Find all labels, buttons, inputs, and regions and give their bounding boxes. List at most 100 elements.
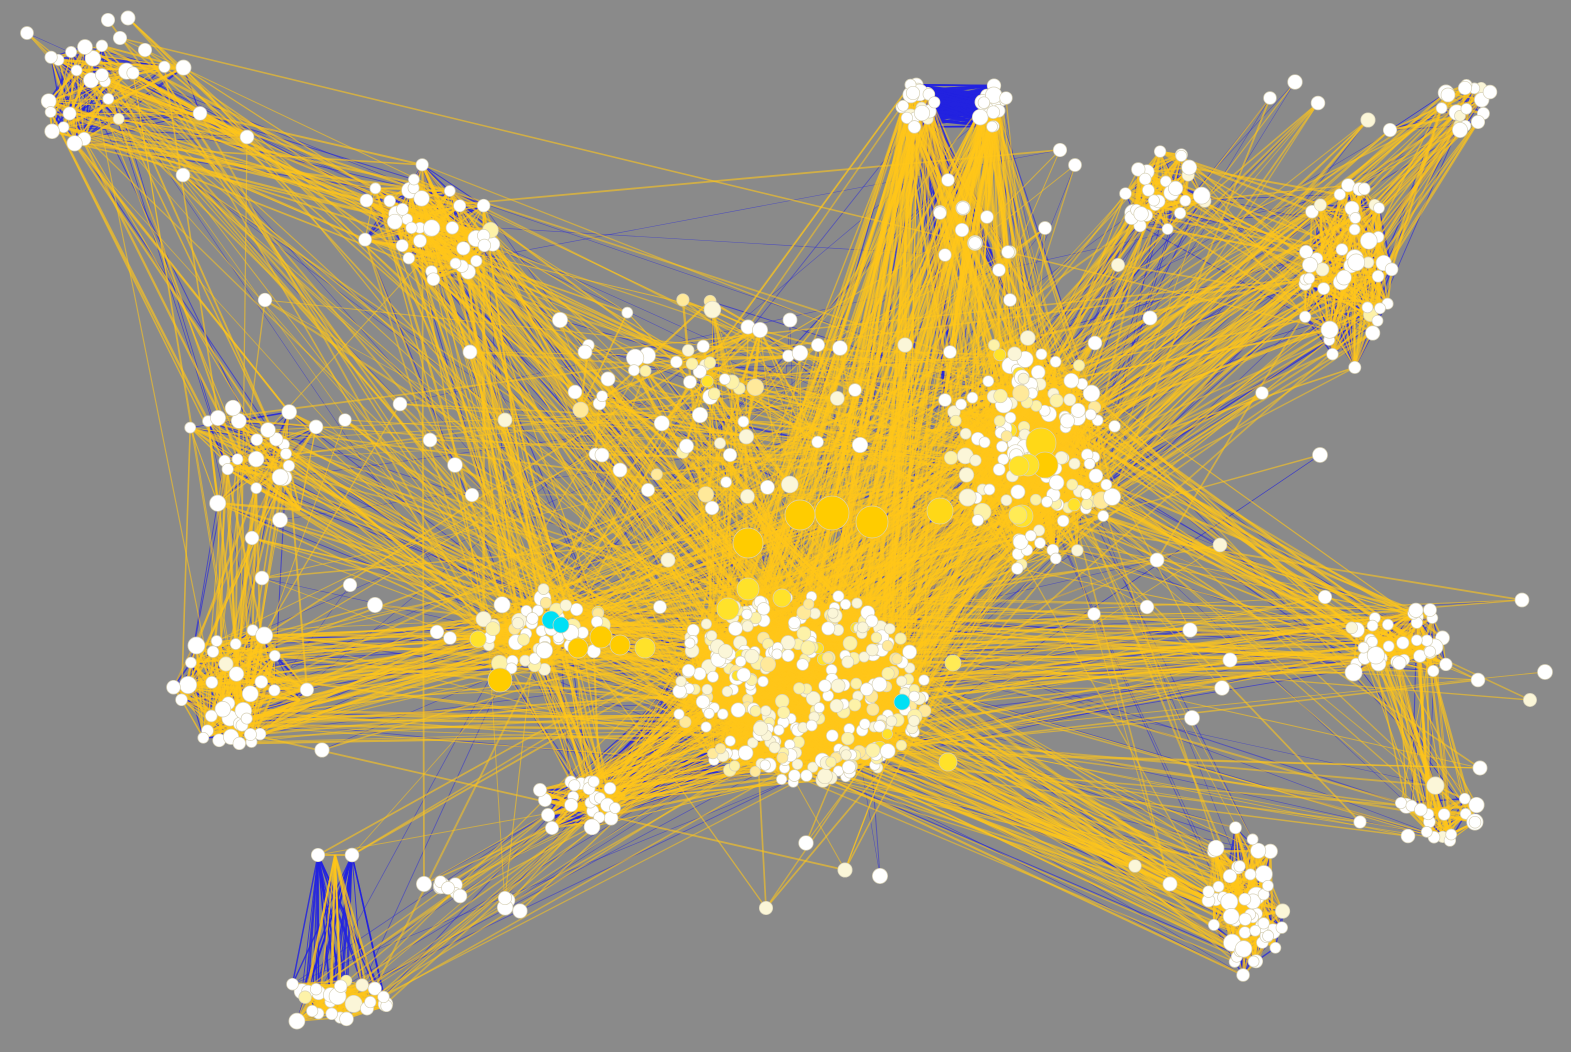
graph-node[interactable]	[896, 675, 908, 687]
graph-node[interactable]	[1392, 655, 1407, 671]
graph-node[interactable]	[872, 868, 888, 884]
graph-node[interactable]	[1207, 918, 1220, 931]
graph-node[interactable]	[609, 802, 621, 814]
graph-node[interactable]	[782, 312, 798, 328]
graph-node[interactable]	[776, 751, 789, 764]
graph-node[interactable]	[738, 429, 755, 445]
graph-node[interactable]	[452, 888, 468, 904]
graph-node[interactable]	[865, 614, 879, 628]
graph-node[interactable]	[1452, 122, 1468, 138]
graph-node[interactable]	[415, 158, 429, 172]
graph-node[interactable]	[777, 706, 790, 719]
graph-node[interactable]	[1067, 498, 1081, 512]
graph-node[interactable]	[1313, 198, 1327, 212]
graph-node[interactable]	[309, 983, 323, 996]
graph-node[interactable]	[691, 406, 709, 424]
graph-node[interactable]	[1179, 194, 1192, 207]
graph-node[interactable]	[310, 847, 326, 863]
graph-node[interactable]	[703, 707, 715, 720]
graph-node[interactable]	[717, 708, 729, 720]
graph-node[interactable]	[1024, 529, 1037, 542]
graph-node[interactable]	[545, 821, 559, 835]
graph-node[interactable]	[325, 1007, 338, 1021]
graph-node[interactable]	[1299, 310, 1312, 323]
graph-node[interactable]	[858, 651, 870, 663]
graph-node[interactable]	[968, 236, 982, 250]
graph-node[interactable]	[971, 108, 989, 126]
graph-node[interactable]	[443, 185, 456, 197]
graph-node[interactable]	[1084, 408, 1097, 421]
graph-node[interactable]	[707, 387, 721, 401]
graph-node[interactable]	[1207, 839, 1225, 857]
graph-node[interactable]	[832, 590, 845, 603]
graph-node[interactable]	[1414, 803, 1428, 817]
graph-node[interactable]	[413, 234, 427, 248]
graph-node[interactable]	[1472, 760, 1488, 776]
graph-node[interactable]	[1100, 478, 1113, 491]
graph-node[interactable]	[982, 375, 995, 388]
graph-node[interactable]	[1366, 646, 1385, 665]
graph-node[interactable]	[900, 111, 913, 124]
graph-node[interactable]	[1458, 792, 1471, 805]
graph-node[interactable]	[1033, 524, 1046, 537]
graph-node[interactable]	[894, 632, 907, 645]
graph-node[interactable]	[248, 450, 265, 468]
graph-node[interactable]	[895, 739, 907, 751]
graph-node[interactable]	[1361, 301, 1374, 314]
graph-node[interactable]	[528, 652, 541, 665]
graph-node[interactable]	[1004, 411, 1017, 424]
graph-node[interactable]	[20, 26, 34, 40]
graph-node[interactable]	[721, 685, 733, 698]
graph-node[interactable]	[1011, 562, 1024, 575]
graph-node[interactable]	[685, 357, 699, 370]
graph-node[interactable]	[120, 10, 136, 26]
graph-node[interactable]	[441, 881, 455, 895]
graph-node[interactable]	[1349, 212, 1362, 224]
graph-node[interactable]	[744, 648, 760, 664]
graph-node[interactable]	[344, 994, 363, 1013]
graph-node[interactable]	[999, 91, 1013, 105]
graph-node[interactable]	[720, 476, 732, 488]
graph-node[interactable]	[706, 630, 718, 642]
graph-node[interactable]	[241, 685, 259, 703]
graph-node[interactable]	[760, 705, 772, 717]
graph-node[interactable]	[660, 552, 676, 568]
graph-node[interactable]	[1048, 474, 1065, 491]
graph-node[interactable]	[497, 890, 513, 906]
graph-node[interactable]	[1317, 282, 1331, 295]
graph-node[interactable]	[1445, 828, 1458, 841]
graph-node[interactable]	[865, 643, 879, 657]
graph-node[interactable]	[228, 666, 245, 682]
graph-node[interactable]	[724, 735, 736, 747]
graph-node[interactable]	[205, 709, 218, 723]
graph-node[interactable]	[209, 494, 227, 512]
graph-node[interactable]	[95, 39, 109, 52]
graph-node[interactable]	[1080, 488, 1093, 500]
graph-node[interactable]	[913, 104, 931, 122]
graph-node[interactable]	[255, 626, 274, 645]
graph-node[interactable]	[1214, 680, 1230, 696]
graph-node[interactable]	[736, 667, 751, 683]
graph-node[interactable]	[686, 623, 700, 637]
graph-node[interactable]	[697, 486, 714, 503]
graph-node[interactable]	[977, 96, 991, 109]
graph-node[interactable]	[1035, 348, 1048, 361]
graph-node[interactable]	[254, 570, 270, 586]
graph-node[interactable]	[1423, 645, 1436, 658]
graph-node[interactable]	[1236, 968, 1250, 982]
graph-node[interactable]	[1470, 114, 1486, 130]
graph-node[interactable]	[445, 221, 459, 235]
graph-node[interactable]	[1063, 372, 1080, 389]
graph-node[interactable]	[240, 712, 253, 725]
graph-node[interactable]	[517, 633, 530, 646]
graph-node[interactable]	[493, 596, 511, 614]
graph-node[interactable]	[1439, 657, 1453, 672]
graph-node-hub[interactable]	[855, 505, 889, 539]
graph-node[interactable]	[77, 39, 93, 55]
graph-node[interactable]	[250, 433, 264, 446]
graph-node[interactable]	[718, 373, 731, 386]
graph-node[interactable]	[873, 720, 886, 733]
graph-node[interactable]	[392, 396, 408, 412]
graph-node[interactable]	[1437, 808, 1451, 821]
